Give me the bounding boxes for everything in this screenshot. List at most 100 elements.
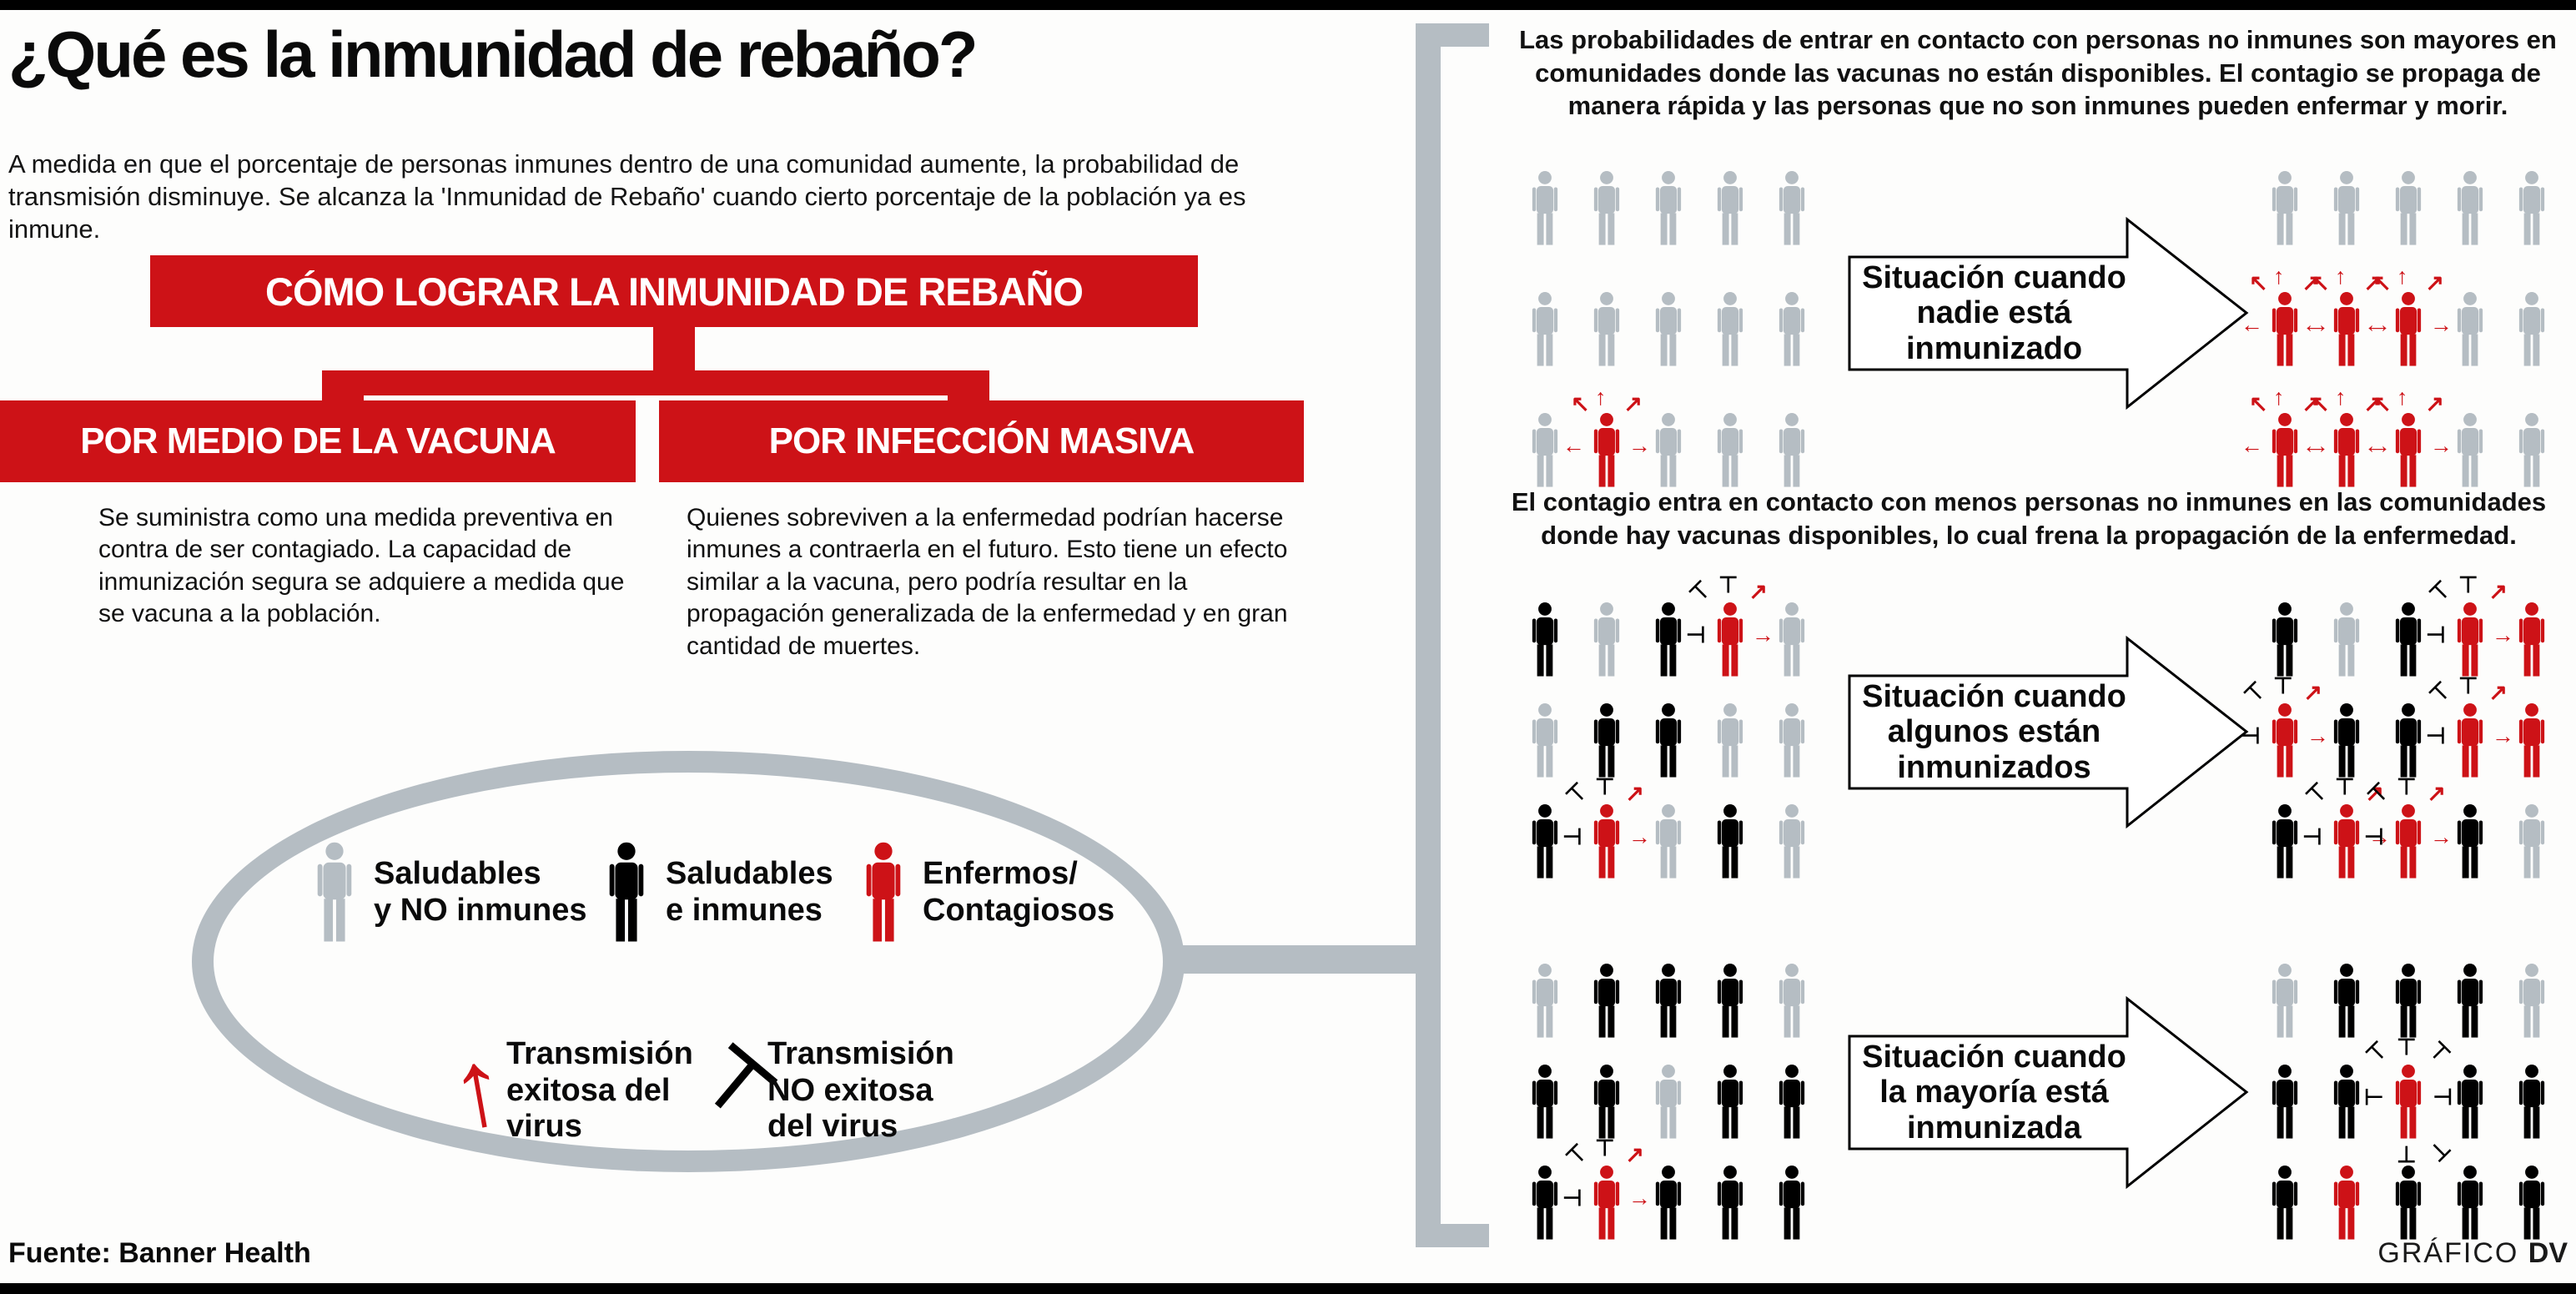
person-immune-icon bbox=[1526, 602, 1564, 677]
blocked-transmission-icon: ⊣ bbox=[2426, 723, 2446, 748]
crowd-cell bbox=[2501, 602, 2563, 703]
crowd-cell bbox=[2501, 413, 2563, 534]
blocked-transmission-icon: ⊣ bbox=[1562, 824, 1582, 849]
person-immune-icon bbox=[1587, 703, 1626, 778]
person-not-immune-icon bbox=[1773, 964, 1811, 1039]
transmission-arrow-icon: → bbox=[1628, 433, 1651, 458]
legend-person-red-icon bbox=[859, 830, 908, 955]
transmission-arrow-icon: ↖ bbox=[2249, 391, 2268, 416]
person-not-immune-icon bbox=[1587, 171, 1626, 246]
legend-person-black-icon bbox=[602, 830, 651, 955]
person-immune-icon bbox=[2451, 1065, 2489, 1140]
person-immune-icon bbox=[1526, 1166, 1564, 1241]
crowd-cell bbox=[2501, 1065, 2563, 1166]
scenario-1-label: Situación cuando nadie está inmunizado bbox=[1862, 259, 2126, 366]
bracket-vertical-bar bbox=[1416, 23, 1441, 1247]
blocked-transmission-icon: ⊣ bbox=[2241, 723, 2261, 748]
person-infected-icon: ↑ ↖ ↗ ← → bbox=[2241, 386, 2329, 488]
person-not-immune-icon bbox=[2513, 964, 2551, 1039]
crowd-cell bbox=[2501, 171, 2563, 292]
person-not-immune-icon bbox=[2451, 292, 2489, 367]
transmission-arrow-icon: ↑ bbox=[2397, 264, 2408, 289]
transmission-arrow-icon: ↗ bbox=[2365, 781, 2384, 806]
person-immune-icon bbox=[1711, 804, 1749, 879]
crowd-cell: ⊤ ⊤ ⊤ ⊢ ⊣ ⊥ ⊤ bbox=[2361, 1036, 2455, 1166]
transmission-arrow-icon: ← bbox=[2241, 312, 2263, 337]
person-not-immune-icon bbox=[2266, 171, 2304, 246]
person-immune-icon bbox=[2389, 602, 2428, 677]
transmission-arrow-icon: → bbox=[2368, 824, 2391, 849]
transmission-arrow-icon: → bbox=[2307, 723, 2329, 748]
transmission-arrow-icon: ↗ bbox=[1623, 391, 1643, 416]
transmission-arrow-icon: ↗ bbox=[2303, 680, 2322, 705]
intro-paragraph: A medida en que el porcentaje de persona… bbox=[8, 149, 1246, 244]
crowd-cell bbox=[1699, 171, 1761, 292]
scenario-3-label: Situación cuando la mayoría está inmuniz… bbox=[1862, 1039, 2126, 1145]
person-not-immune-icon bbox=[1773, 703, 1811, 778]
blocked-transmission-icon: ⊤ bbox=[2397, 774, 2417, 799]
crowd-cell bbox=[1576, 602, 1638, 703]
crowd-cell: ↑ ↖ ↗ ← → bbox=[1562, 386, 1651, 534]
transmission-arrow-icon: ↗ bbox=[2488, 579, 2508, 604]
crowd-cell: ⊤ ⊤ ↗ ⊣ → bbox=[1561, 776, 1651, 905]
blocked-transmission-icon: ⊣ bbox=[2426, 622, 2446, 647]
transmission-arrow-icon: ↗ bbox=[2427, 781, 2446, 806]
page-title: ¿Qué es la inmunidad de rebaño? bbox=[8, 18, 979, 91]
transmission-arrow-icon: → bbox=[1628, 824, 1651, 849]
scenario-2-right-crowd: ⊤ ⊤ ↗ ⊣ → ⊤ ⊤ ↗ ⊣ → ⊤ ⊤ ↗ ⊣ → ⊤ ⊤ ↗ ⊣ → ⊤ ⊤ ↗ ⊣ → bbox=[2239, 574, 2563, 905]
person-not-immune-icon bbox=[2451, 413, 2489, 488]
legend-label-sick-contagious: Enfermos/ Contagiosos bbox=[923, 856, 1115, 928]
transmission-arrow-icon: ↗ bbox=[2302, 391, 2321, 416]
person-immune-icon bbox=[2266, 1166, 2304, 1241]
person-not-immune-icon bbox=[1711, 703, 1749, 778]
person-infected-icon: ↑ ↖ ↗ ← → bbox=[1562, 386, 1651, 488]
person-not-immune-icon bbox=[2327, 171, 2366, 246]
crowd-cell bbox=[1638, 413, 1699, 534]
bracket-bottom-arm bbox=[1416, 1224, 1489, 1247]
crowd-cell bbox=[1761, 964, 1823, 1065]
blocked-transmission-icon: ⊤ bbox=[2397, 1035, 2417, 1060]
crowd-cell bbox=[1514, 964, 1576, 1065]
scenario-1-left-crowd: ↑ ↖ ↗ ← → bbox=[1514, 171, 1823, 534]
person-immune-icon bbox=[2327, 703, 2366, 778]
person-infected-icon: ⊤ ⊤ ↗ ⊣ → bbox=[1684, 574, 1774, 677]
legend-person-gray-icon bbox=[310, 830, 359, 955]
crowd-cell: ↑ ↖ ↗ ← → bbox=[2302, 386, 2391, 534]
banner-how-to-achieve-label: CÓMO LOGRAR LA INMUNIDAD DE REBAÑO bbox=[265, 269, 1084, 314]
crowd-cell bbox=[2254, 964, 2316, 1065]
crowd-cell bbox=[1576, 964, 1638, 1065]
person-infected-icon: ↑ ↖ ↗ ← → bbox=[2364, 386, 2453, 488]
blocked-transmission-icon: ⊤ bbox=[1595, 774, 1615, 799]
person-not-immune-icon bbox=[1649, 1065, 1688, 1140]
transmission-arrow-icon: → bbox=[2307, 312, 2329, 337]
person-immune-icon bbox=[1526, 1065, 1564, 1140]
scenario-1-right-crowd: ↑ ↖ ↗ ← → ↑ ↖ ↗ ← → ↑ ↖ ↗ ← → ↑ ↖ ↗ ← → ↑ ↖ ↗ ← → ↑ ↖ ↗ ← → bbox=[2241, 171, 2563, 534]
bottom-rule bbox=[0, 1283, 2576, 1294]
crowd-cell bbox=[1699, 804, 1761, 905]
tree-connector-stem bbox=[653, 327, 695, 372]
transmission-arrow-icon: ↗ bbox=[1625, 781, 1644, 806]
banner-by-mass-infection: POR INFECCIÓN MASIVA bbox=[659, 400, 1304, 482]
crowd-cell bbox=[2254, 804, 2316, 905]
crowd-cell bbox=[1761, 602, 1823, 703]
person-infected-icon: ⊤ ⊤ ⊤ ⊢ ⊣ ⊥ ⊤ bbox=[2361, 1036, 2455, 1166]
person-not-immune-icon bbox=[2513, 171, 2551, 246]
person-not-immune-icon bbox=[2266, 964, 2304, 1039]
person-infected-icon: ⊤ ⊤ ↗ ⊣ → bbox=[1561, 776, 1651, 879]
crowd-cell bbox=[2316, 1166, 2377, 1266]
graphic-credit-brand: DV bbox=[2528, 1237, 2568, 1269]
crowd-cell bbox=[1638, 703, 1699, 804]
ellipse-to-bracket-connector bbox=[1172, 945, 1418, 974]
transmission-arrow-icon: → bbox=[2430, 433, 2453, 458]
scenario-1-label-arrow: Situación cuando nadie está inmunizado bbox=[1848, 215, 2252, 411]
person-immune-icon bbox=[1649, 964, 1688, 1039]
crowd-cell bbox=[1638, 964, 1699, 1065]
crowd-cell: ⊤ ⊤ ↗ ⊣ → bbox=[2424, 675, 2514, 804]
transmission-arrow-icon: ↖ bbox=[1571, 391, 1590, 416]
person-infected-icon: ⊤ ⊤ ↗ ⊣ → bbox=[2362, 776, 2453, 879]
person-not-immune-icon bbox=[2513, 804, 2551, 879]
transmission-arrow-icon: ↖ bbox=[2311, 391, 2330, 416]
crowd-cell bbox=[2439, 171, 2501, 292]
transmission-arrow-icon: ↗ bbox=[2488, 680, 2508, 705]
